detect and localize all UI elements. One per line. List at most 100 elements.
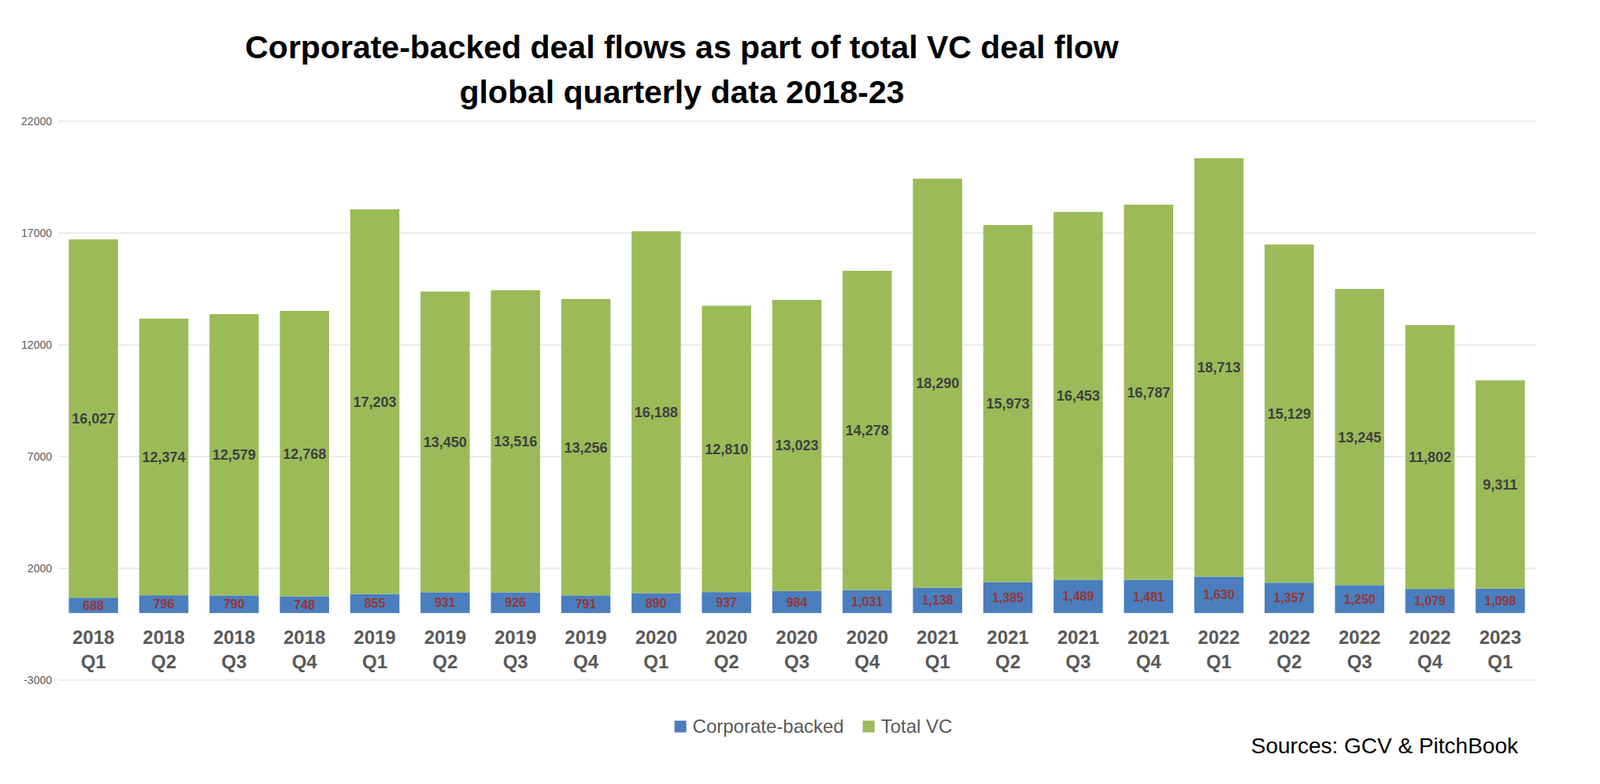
grid-line	[58, 233, 1536, 234]
data-label: 16,027	[71, 411, 115, 427]
x-tick-label-line: Q3	[1347, 651, 1373, 673]
data-label: 1,098	[1484, 594, 1516, 608]
x-tick-label-line: 2018	[72, 626, 115, 649]
bars	[68, 158, 1525, 614]
x-tick-label-line: 2021	[986, 626, 1029, 649]
data-label: 937	[715, 596, 738, 610]
bar	[983, 225, 1034, 583]
data-label: 1,079	[1414, 594, 1446, 608]
bar	[772, 591, 823, 614]
data-label: 1,357	[1273, 591, 1305, 605]
x-tick-label: 2023Q1	[1479, 626, 1522, 673]
x-tick-label-line: Q1	[1487, 651, 1513, 673]
data-label: 1,630	[1203, 588, 1235, 602]
data-label: 17,203	[352, 394, 397, 411]
data-label: 12,810	[704, 441, 749, 458]
x-tick-label-line: 2018	[283, 626, 326, 649]
x-tick-label-line: 2023	[1479, 626, 1522, 649]
y-tick-label: 17000	[21, 226, 52, 240]
x-tick-label-line: 2021	[1057, 626, 1100, 649]
x-tick-label: 2020Q3	[775, 626, 818, 673]
x-tick-label-line: Q2	[714, 651, 740, 673]
x-tick-label: 2022Q4	[1408, 626, 1451, 673]
bar	[983, 581, 1034, 613]
data-label: 9,311	[1482, 477, 1518, 493]
bar	[139, 595, 189, 614]
x-tick-label-line: Q2	[432, 651, 458, 673]
x-tick-label-line: Q1	[643, 651, 669, 673]
data-label: 1,481	[1133, 590, 1165, 604]
bar	[1264, 244, 1315, 584]
x-tick-label-line: 2020	[775, 626, 818, 649]
data-label: 1,138	[922, 593, 954, 608]
x-tick-label: 2021Q4	[1127, 626, 1170, 673]
x-tick-label-line: 2021	[916, 626, 959, 649]
data-label: 855	[364, 596, 386, 611]
x-tick-label-line: 2019	[424, 626, 467, 649]
bar	[631, 231, 682, 594]
data-label: 13,245	[1337, 429, 1382, 446]
bar	[772, 300, 823, 592]
x-tick-label-line: 2022	[1338, 626, 1381, 649]
data-labels: 6887967907488559319267918909379841,0311,…	[71, 359, 1518, 613]
bar	[701, 592, 752, 614]
y-tick-label: 22000	[21, 114, 52, 128]
bar	[1053, 580, 1104, 614]
bar	[1264, 582, 1315, 614]
x-tick-label: 2022Q3	[1338, 626, 1381, 673]
data-label: 13,516	[493, 433, 538, 450]
x-tick-label: 2020Q1	[635, 626, 678, 673]
x-tick-label-line: 2020	[846, 626, 889, 649]
bar	[1475, 380, 1526, 589]
bar	[1405, 325, 1456, 589]
x-tick-label: 2018Q2	[142, 626, 185, 673]
bar	[209, 595, 260, 613]
x-tick-label: 2018Q1	[72, 626, 115, 673]
data-label: 790	[223, 597, 245, 612]
annotation: Sources: GCV & PitchBook	[1251, 733, 1519, 759]
legend-swatch	[862, 721, 875, 734]
data-label: 18,290	[915, 375, 960, 392]
x-tick-label-line: 2022	[1197, 626, 1240, 649]
x-tick-label-line: Q2	[151, 651, 177, 673]
data-label: 1,031	[851, 595, 883, 609]
data-label: 12,374	[141, 449, 186, 466]
bar	[1194, 577, 1245, 614]
bar	[1123, 204, 1174, 581]
data-label: 748	[293, 598, 315, 612]
x-tick-label-line: Q4	[854, 651, 881, 673]
bar	[842, 270, 893, 590]
bar	[420, 291, 471, 593]
x-tick-label: 2021Q1	[916, 626, 959, 673]
x-tick-label-line: Q4	[1136, 651, 1163, 673]
legend-swatch	[674, 721, 687, 734]
bar	[490, 592, 541, 614]
x-tick-label: 2021Q2	[986, 626, 1029, 673]
x-tick-label-line: Q3	[221, 651, 247, 673]
bar	[279, 596, 330, 614]
data-label: 890	[645, 596, 667, 611]
x-tick-label-line: Q4	[1417, 651, 1444, 673]
x-tick-label: 2021Q3	[1057, 626, 1100, 673]
data-label: 791	[575, 597, 597, 612]
x-tick-label-line: Q3	[784, 651, 810, 673]
data-label: 11,802	[1408, 449, 1452, 466]
bar	[279, 311, 330, 597]
data-label: 931	[434, 596, 456, 610]
y-tick-label: 7000	[27, 450, 52, 463]
x-tick-label: 2022Q1	[1197, 626, 1240, 673]
data-label: 15,973	[985, 396, 1030, 412]
bar	[420, 592, 471, 613]
bar	[561, 595, 612, 613]
data-label: 16,453	[1056, 388, 1100, 404]
legend: Corporate-backedTotal VC	[674, 715, 953, 738]
x-tick-label: 2020Q2	[705, 626, 748, 673]
data-label: 16,787	[1126, 385, 1171, 401]
title: Corporate-backed deal flows as part of t…	[244, 29, 1119, 66]
grid-line	[58, 121, 1536, 123]
data-label: 926	[504, 596, 526, 610]
data-label: 12,579	[212, 447, 256, 463]
x-tick-label-line: Q1	[81, 651, 107, 673]
bar	[490, 290, 541, 593]
bar	[631, 593, 682, 614]
